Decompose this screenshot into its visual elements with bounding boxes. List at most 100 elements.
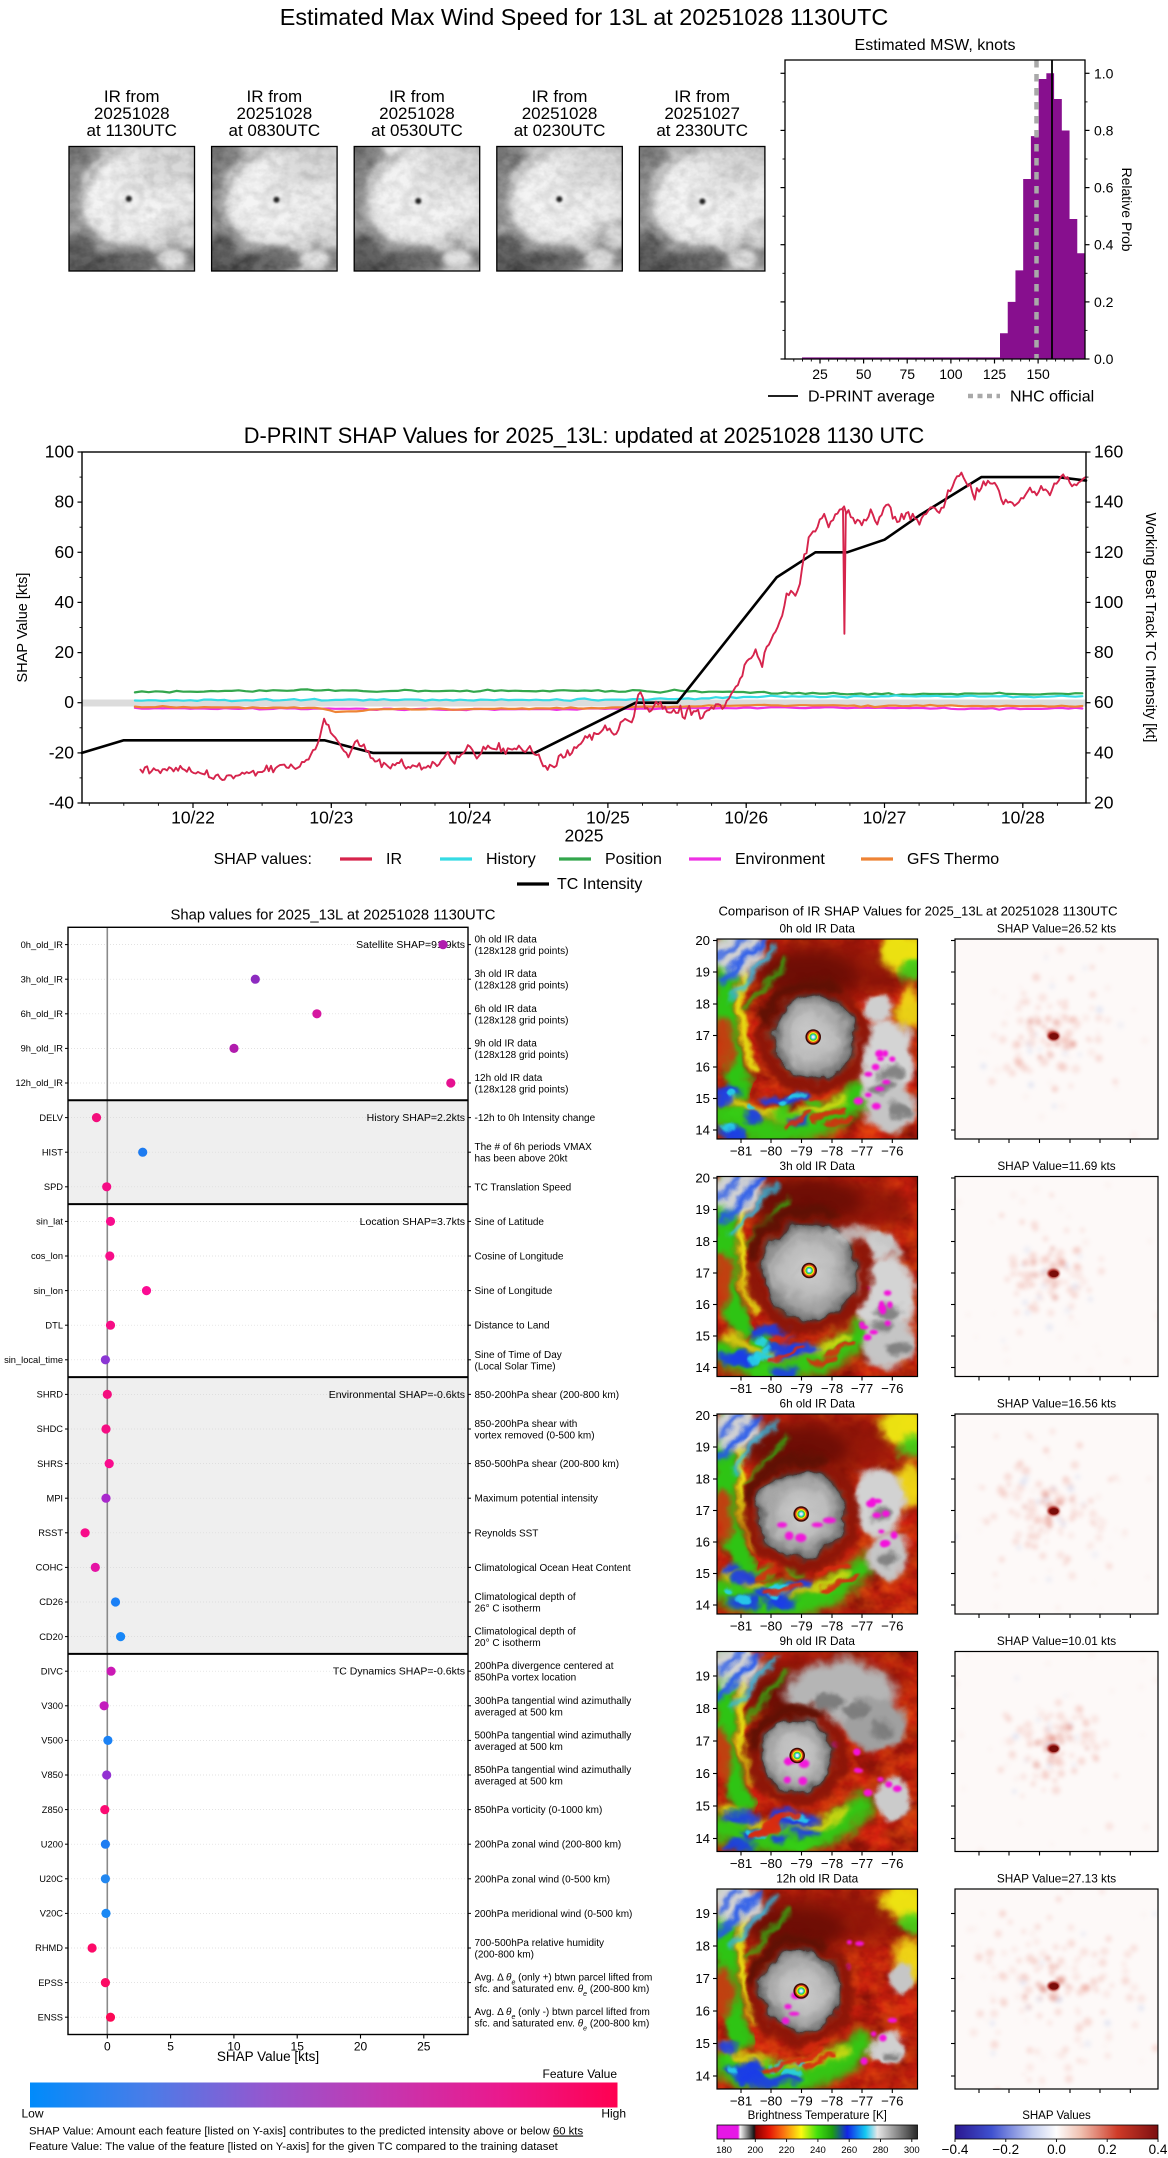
svg-text:Shap values for 2025_13L at 20: Shap values for 2025_13L at 20251028 113…	[171, 908, 496, 924]
svg-text:−76: −76	[881, 1144, 903, 1159]
svg-text:Climatological depth of: Climatological depth of	[475, 1592, 576, 1603]
svg-text:Avg. Δ θe (only +) btwn parcel: Avg. Δ θe (only +) btwn parcel lifted fr…	[475, 1973, 653, 1987]
svg-text:0.4: 0.4	[1149, 2142, 1168, 2157]
svg-text:EPSS: EPSS	[38, 1978, 63, 1988]
svg-text:Location SHAP=3.7kts: Location SHAP=3.7kts	[360, 1216, 465, 1228]
svg-text:SHAP Value=26.52 kts: SHAP Value=26.52 kts	[997, 922, 1116, 936]
svg-text:9h old IR Data: 9h old IR Data	[780, 1634, 856, 1648]
svg-text:The # of 6h periods VMAX: The # of 6h periods VMAX	[475, 1142, 593, 1153]
svg-text:Sine of Time of Day: Sine of Time of Day	[475, 1350, 562, 1361]
svg-text:Brightness Temperature [K]: Brightness Temperature [K]	[748, 2110, 887, 2122]
svg-text:−78: −78	[821, 1381, 843, 1396]
svg-text:sin_lat: sin_lat	[36, 1217, 63, 1227]
svg-text:V300: V300	[41, 1701, 63, 1711]
svg-text:SHAP Value [kts]: SHAP Value [kts]	[217, 2049, 319, 2064]
svg-text:TC Dynamics SHAP=-0.6kts: TC Dynamics SHAP=-0.6kts	[333, 1666, 465, 1678]
svg-text:19: 19	[695, 1906, 710, 1921]
svg-text:IR from: IR from	[532, 87, 588, 106]
svg-text:Estimated MSW, knots: Estimated MSW, knots	[855, 37, 1016, 54]
svg-text:−77: −77	[851, 1856, 873, 1871]
svg-text:D-PRINT average: D-PRINT average	[808, 389, 935, 406]
svg-text:100: 100	[45, 442, 74, 462]
svg-text:6h_old_IR: 6h_old_IR	[21, 1009, 64, 1019]
svg-text:−78: −78	[821, 1144, 843, 1159]
svg-text:TC Intensity: TC Intensity	[557, 876, 642, 893]
svg-text:−81: −81	[730, 2094, 752, 2109]
svg-text:averaged at 500 km: averaged at 500 km	[475, 1777, 563, 1788]
svg-text:SHRD: SHRD	[37, 1390, 64, 1400]
svg-text:sfc. and saturated env. θe (20: sfc. and saturated env. θe (200-800 km)	[475, 1984, 650, 1998]
svg-text:850-200hPa shear with: 850-200hPa shear with	[475, 1419, 578, 1430]
svg-text:500hPa tangential wind azimuth: 500hPa tangential wind azimuthally	[475, 1730, 632, 1741]
svg-text:160: 160	[1094, 442, 1123, 462]
svg-text:17: 17	[695, 1971, 710, 1986]
svg-text:15: 15	[695, 1566, 710, 1581]
svg-text:History SHAP=2.2kts: History SHAP=2.2kts	[367, 1112, 465, 1124]
svg-text:at 2330UTC: at 2330UTC	[656, 121, 748, 140]
svg-text:50: 50	[856, 366, 872, 382]
svg-text:20251027: 20251027	[664, 104, 740, 123]
svg-text:0.0: 0.0	[1094, 351, 1114, 367]
svg-text:−0.4: −0.4	[942, 2142, 969, 2157]
svg-text:Sine of Latitude: Sine of Latitude	[475, 1217, 545, 1228]
svg-text:0h old IR Data: 0h old IR Data	[780, 922, 856, 936]
svg-text:(128x128 grid points): (128x128 grid points)	[475, 1085, 569, 1096]
svg-text:20251028: 20251028	[237, 104, 313, 123]
svg-text:20: 20	[695, 933, 710, 948]
svg-text:SHAP Value=27.13 kts: SHAP Value=27.13 kts	[997, 1872, 1116, 1886]
svg-text:vortex removed (0-500 km): vortex removed (0-500 km)	[475, 1431, 595, 1442]
svg-text:18: 18	[695, 1472, 710, 1487]
svg-text:14: 14	[695, 1360, 710, 1375]
svg-text:−80: −80	[760, 1144, 782, 1159]
svg-text:DTL: DTL	[45, 1320, 63, 1330]
svg-text:SHAP Values: SHAP Values	[1022, 2110, 1091, 2122]
svg-text:200hPa zonal wind (0-500 km): 200hPa zonal wind (0-500 km)	[475, 1874, 611, 1885]
svg-text:−79: −79	[790, 1144, 812, 1159]
svg-text:180: 180	[716, 2145, 732, 2156]
svg-text:SHAP Value=11.69 kts: SHAP Value=11.69 kts	[997, 1159, 1115, 1173]
svg-text:20: 20	[1094, 792, 1114, 812]
svg-text:16: 16	[695, 1297, 710, 1312]
svg-text:−78: −78	[821, 2094, 843, 2109]
svg-text:5: 5	[167, 2040, 174, 2054]
svg-text:10: 10	[227, 2040, 241, 2054]
svg-text:RHMD: RHMD	[35, 1943, 63, 1953]
svg-text:10/27: 10/27	[863, 808, 907, 828]
svg-text:(Local Solar Time): (Local Solar Time)	[475, 1361, 556, 1372]
svg-text:80: 80	[55, 492, 75, 512]
svg-text:−81: −81	[730, 1619, 752, 1634]
svg-text:−77: −77	[851, 1144, 873, 1159]
svg-text:200: 200	[747, 2145, 763, 2156]
svg-text:300hPa tangential wind azimuth: 300hPa tangential wind azimuthally	[475, 1696, 632, 1707]
svg-text:14: 14	[695, 1123, 710, 1138]
svg-text:850hPa vortex location: 850hPa vortex location	[475, 1673, 577, 1684]
svg-text:75: 75	[899, 366, 915, 382]
svg-text:RSST: RSST	[38, 1528, 63, 1538]
svg-text:−0.2: −0.2	[992, 2142, 1019, 2157]
svg-text:0.2: 0.2	[1098, 2142, 1117, 2157]
svg-text:IR from: IR from	[104, 87, 160, 106]
svg-text:150: 150	[1026, 366, 1050, 382]
svg-text:6h old IR Data: 6h old IR Data	[780, 1397, 856, 1411]
svg-text:10/26: 10/26	[724, 808, 768, 828]
svg-text:averaged at 500 km: averaged at 500 km	[475, 1707, 563, 1718]
svg-text:NHC official: NHC official	[1010, 389, 1094, 406]
svg-text:at 0230UTC: at 0230UTC	[514, 121, 606, 140]
svg-text:0.4: 0.4	[1094, 237, 1114, 253]
svg-text:700-500hPa relative humidity: 700-500hPa relative humidity	[475, 1938, 605, 1949]
svg-text:16: 16	[695, 2004, 710, 2019]
svg-text:(128x128 grid points): (128x128 grid points)	[475, 1015, 569, 1026]
svg-text:15: 15	[291, 2040, 305, 2054]
svg-text:V20C: V20C	[40, 1909, 64, 1919]
svg-text:0: 0	[64, 692, 74, 712]
svg-text:300: 300	[904, 2145, 920, 2156]
svg-text:0h_old_IR: 0h_old_IR	[21, 940, 64, 950]
svg-text:COHC: COHC	[36, 1563, 64, 1573]
svg-text:−79: −79	[790, 1381, 812, 1396]
svg-text:Cosine of Longitude: Cosine of Longitude	[475, 1252, 564, 1263]
svg-text:DELV: DELV	[39, 1113, 63, 1123]
svg-text:Estimated Max Wind Speed for 1: Estimated Max Wind Speed for 13L at 2025…	[280, 4, 889, 30]
svg-text:ENSS: ENSS	[38, 2012, 63, 2022]
svg-text:12h old IR data: 12h old IR data	[475, 1073, 543, 1084]
svg-text:-12h to 0h Intensity change: -12h to 0h Intensity change	[475, 1113, 596, 1124]
